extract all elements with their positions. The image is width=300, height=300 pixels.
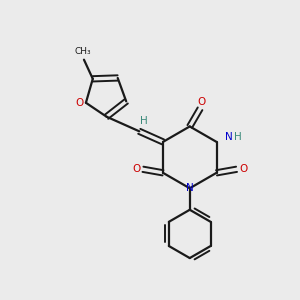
Text: CH₃: CH₃ [74,47,91,56]
Text: O: O [198,97,206,107]
Text: H: H [140,116,148,126]
Text: N: N [186,183,194,193]
Text: N: N [225,132,233,142]
Text: O: O [75,98,84,108]
Text: O: O [132,164,141,174]
Text: H: H [234,132,242,142]
Text: O: O [239,164,247,174]
